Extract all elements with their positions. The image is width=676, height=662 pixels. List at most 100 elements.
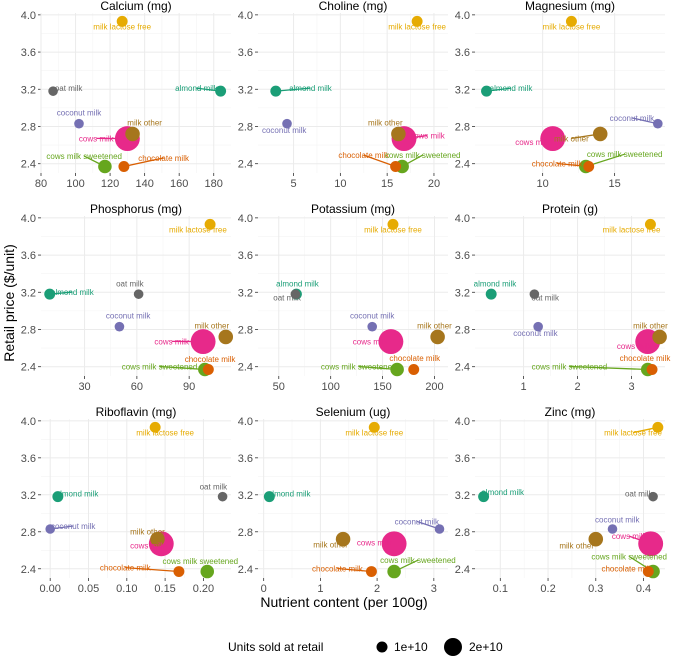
y-tick-label: 2.8 [21, 527, 36, 539]
point-coconut-milk [653, 119, 663, 129]
point-label-coconut-milk: coconut milk [51, 522, 96, 531]
point-chocolate-milk [408, 364, 419, 375]
point-coconut-milk [74, 119, 84, 129]
y-tick-label: 4.0 [21, 213, 36, 225]
y-tick-label: 3.6 [21, 47, 36, 59]
point-label-cows-milk: cows milk [612, 532, 648, 541]
y-axis-title: Retail price ($/unit) [1, 244, 17, 362]
point-milk-other [391, 127, 406, 142]
x-tick-label: 0.10 [116, 583, 137, 595]
point-label-oat-milk: oat milk [116, 280, 145, 289]
point-almond-milk [270, 86, 281, 97]
point-label-milk-lactose-free: milk lactose free [543, 23, 601, 32]
point-milk-other [593, 127, 608, 142]
y-tick-label: 2.8 [21, 121, 36, 133]
y-tick-label: 4.0 [21, 10, 36, 22]
point-label-oat-milk: oat milk [55, 84, 84, 93]
y-tick-label: 2.8 [238, 324, 253, 336]
panel-title: Choline (mg) [319, 0, 388, 13]
point-label-coconut-milk: coconut milk [262, 126, 307, 135]
y-tick-label: 3.2 [455, 287, 470, 299]
point-label-cows-milk: cows milk [410, 132, 446, 141]
y-tick-label: 3.6 [238, 250, 253, 262]
point-chocolate-milk [173, 566, 184, 577]
y-tick-label: 2.4 [238, 362, 253, 374]
y-tick-label: 3.6 [455, 250, 470, 262]
point-label-oat-milk: oat milk [531, 294, 560, 303]
point-label-cows-milk: cows milk [154, 337, 190, 346]
y-tick-label: 2.8 [455, 121, 470, 133]
point-label-chocolate-milk: chocolate milk [138, 154, 190, 163]
point-label-cows-milk-sweetened: cows milk sweetened [321, 362, 397, 371]
y-tick-label: 2.8 [21, 324, 36, 336]
point-cows-milk-sweetened [387, 565, 401, 579]
x-tick-label: 0.2 [540, 583, 555, 595]
point-label-cows-milk-sweetened: cows milk sweetened [587, 150, 663, 159]
point-label-oat-milk: oat milk [200, 482, 229, 491]
point-label-milk-other: milk other [368, 119, 403, 128]
y-tick-label: 4.0 [455, 213, 470, 225]
x-tick-label: 1 [317, 583, 323, 595]
point-label-almond-milk: almond milk [474, 280, 518, 289]
point-cows-milk [191, 329, 216, 354]
point-chocolate-milk [647, 364, 658, 375]
point-label-milk-lactose-free: milk lactose free [93, 23, 151, 32]
panel-title: Selenium (ug) [316, 405, 391, 419]
point-label-almond-milk: almond milk [276, 280, 320, 289]
panel-title: Potassium (mg) [311, 202, 395, 216]
point-almond-milk [486, 289, 497, 300]
x-tick-label: 0.15 [154, 583, 175, 595]
y-tick-label: 2.4 [455, 564, 470, 576]
panel-title: Zinc (mg) [545, 405, 596, 419]
point-label-oat-milk: oat milk [625, 490, 654, 499]
panel-title: Magnesium (mg) [525, 0, 615, 13]
point-label-milk-lactose-free: milk lactose free [169, 226, 227, 235]
size-legend: Units sold at retail 1e+10 2e+10 [228, 638, 503, 656]
x-tick-label: 0.3 [588, 583, 603, 595]
point-label-coconut-milk: coconut milk [106, 311, 151, 320]
point-label-cows-milk: cows milk [79, 134, 115, 143]
point-chocolate-milk [203, 364, 214, 375]
point-coconut-milk [367, 322, 377, 332]
point-label-cows-milk: cows milk [357, 539, 393, 548]
x-tick-label: 2 [374, 583, 380, 595]
point-label-cows-milk-sweetened: cows milk sweetened [380, 556, 456, 565]
point-milk-other [430, 330, 445, 345]
point-label-milk-lactose-free: milk lactose free [603, 226, 661, 235]
x-tick-label: 15 [608, 178, 620, 190]
y-tick-label: 3.6 [238, 47, 253, 59]
point-label-coconut-milk: coconut milk [395, 517, 440, 526]
y-tick-label: 3.6 [455, 453, 470, 465]
point-label-cows-milk-sweetened: cows milk sweetened [385, 151, 461, 160]
point-milk-other [219, 330, 234, 345]
y-tick-label: 4.0 [238, 213, 253, 225]
y-tick-label: 2.8 [455, 324, 470, 336]
y-tick-label: 3.2 [238, 287, 253, 299]
point-label-cows-milk: cows milk [130, 541, 166, 550]
panel-background [258, 13, 448, 173]
y-tick-label: 2.8 [238, 121, 253, 133]
x-tick-label: 3 [431, 583, 437, 595]
y-tick-label: 3.2 [455, 84, 470, 96]
x-tick-label: 0.00 [39, 583, 60, 595]
point-label-milk-other: milk other [194, 322, 229, 331]
panel-title: Calcium (mg) [100, 0, 171, 13]
point-label-almond-milk: almond milk [175, 84, 219, 93]
point-label-cows-milk-sweetened: cows milk sweetened [532, 362, 608, 371]
point-label-chocolate-milk: chocolate milk [312, 565, 364, 574]
legend-label-large: 2e+10 [469, 640, 503, 654]
x-tick-label: 80 [35, 178, 47, 190]
x-axis-title: Nutrient content (per 100g) [260, 594, 427, 610]
point-label-chocolate-milk: chocolate milk [389, 354, 441, 363]
legend-title: Units sold at retail [228, 640, 323, 654]
x-tick-label: 200 [425, 381, 443, 393]
point-label-chocolate-milk: chocolate milk [532, 159, 584, 168]
x-tick-label: 0 [261, 583, 267, 595]
x-tick-label: 2 [574, 381, 580, 393]
